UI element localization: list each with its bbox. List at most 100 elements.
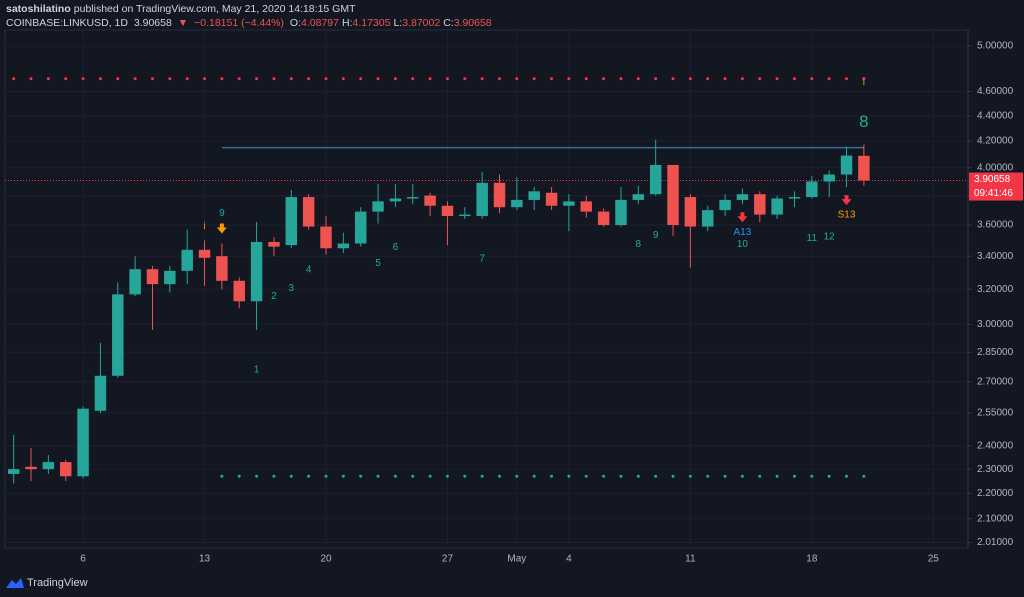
candle-body: [649, 164, 662, 195]
x-tick-label: 18: [806, 554, 818, 565]
y-tick-label: 2.20000: [977, 488, 1014, 499]
candle-body: [77, 408, 89, 477]
candle-body: [42, 462, 55, 470]
price-badge: [969, 172, 1023, 201]
ohlc-value: 4.17305: [352, 17, 391, 29]
signal-label: 7: [479, 254, 485, 265]
signal-arrow: [841, 195, 852, 206]
candle-body: [302, 197, 315, 227]
candle-body: [545, 192, 558, 206]
y-tick-label: 3.00000: [977, 319, 1014, 330]
last-price: 3.90658: [133, 17, 172, 29]
ohlc-value: 3.90658: [453, 17, 492, 29]
candle-body: [840, 155, 853, 175]
signal-label: i: [863, 77, 865, 88]
candle-body: [511, 199, 523, 208]
candle-body: [719, 199, 731, 211]
x-tick-label: May: [507, 554, 526, 565]
signal-label: S13: [838, 210, 856, 221]
candle-body: [459, 214, 471, 217]
price-badge-label: 3.90658: [974, 174, 1011, 185]
candle-body: [337, 243, 350, 249]
ohlc-label: C:: [443, 17, 454, 29]
candle-body: [615, 199, 627, 226]
symbol[interactable]: COINBASE:LINKUSD, 1D: [6, 17, 128, 29]
candle-body: [754, 194, 766, 215]
candle-body: [806, 181, 818, 198]
candle-body: [146, 269, 159, 285]
candle-body: [684, 197, 697, 227]
x-tick-label: 25: [928, 554, 940, 565]
y-tick-label: 2.55000: [977, 408, 1014, 419]
candle-body: [476, 182, 488, 217]
footer-logo[interactable]: TradingView: [6, 577, 88, 589]
x-tick-label: 27: [442, 554, 454, 565]
countdown: 09:41:46: [974, 188, 1013, 199]
ohlc-value: 4.08797: [301, 17, 339, 29]
candle-body: [407, 197, 419, 199]
candle-body: [112, 294, 124, 376]
signal-label: 6: [393, 242, 399, 253]
candle-body: [372, 201, 384, 212]
signal-label: 5: [375, 258, 381, 269]
candle-body: [597, 211, 610, 226]
signal-arrow: [737, 212, 748, 223]
signal-label: 9: [653, 230, 659, 241]
signal-label: 2: [271, 291, 277, 302]
candle-body: [441, 205, 454, 217]
candle-body: [268, 241, 280, 247]
x-tick-label: 11: [685, 554, 696, 565]
candle-body: [320, 226, 332, 249]
signal-label: 8: [859, 112, 868, 131]
y-tick-label: 2.70000: [977, 376, 1014, 387]
header-line-2: COINBASE:LINKUSD, 1D 3.90658 ▼ −0.18151 …: [6, 17, 495, 29]
candle-body: [563, 201, 575, 206]
y-tick-label: 2.01000: [977, 537, 1014, 548]
x-tick-label: 4: [566, 554, 572, 565]
y-tick-label: 4.00000: [977, 162, 1014, 173]
y-tick-label: 3.40000: [977, 251, 1014, 262]
ohlc-label: H:: [341, 17, 353, 29]
candle-body: [493, 182, 506, 208]
y-tick-label: 3.20000: [977, 284, 1014, 295]
y-tick-label: 2.40000: [977, 441, 1014, 452]
candle-body: [667, 164, 679, 226]
author[interactable]: satoshilatino: [6, 3, 71, 15]
x-tick-label: 6: [80, 554, 86, 565]
candle-body: [181, 249, 193, 271]
candle-body: [354, 211, 367, 244]
candle-body: [736, 194, 749, 200]
ohlc-value: 3.87002: [402, 17, 441, 29]
candle-body: [528, 191, 540, 200]
y-tick-label: 4.40000: [977, 110, 1014, 121]
x-tick-label: 20: [320, 554, 332, 565]
candle-body: [129, 269, 141, 295]
y-tick-label: 2.30000: [977, 464, 1014, 475]
direction: ▼: [177, 17, 189, 29]
header-line-1: satoshilatino published on TradingView.co…: [6, 3, 359, 15]
candle-body: [580, 201, 592, 212]
logo-icon: [6, 578, 24, 588]
ohlc-label: L:: [393, 17, 403, 29]
signal-label: A13: [734, 227, 752, 238]
brand: TradingView: [27, 577, 88, 589]
signal-label: 1: [254, 365, 260, 376]
candle-body: [233, 280, 245, 302]
y-tick-label: 4.20000: [977, 136, 1014, 147]
candle-body: [285, 197, 298, 246]
candle-body: [823, 174, 835, 182]
candle-body: [164, 270, 176, 285]
y-tick-label: 5.00000: [977, 41, 1014, 52]
signal-label: 12: [824, 232, 836, 243]
candle-body: [424, 195, 436, 206]
candle-body: [632, 194, 645, 200]
candle-body: [788, 197, 801, 199]
signal-label: 9: [219, 208, 225, 219]
candle-body: [25, 466, 37, 470]
candle-body: [198, 249, 211, 258]
published: published on TradingView.com, May 21, 20…: [73, 3, 356, 15]
y-tick-label: 2.10000: [977, 513, 1014, 524]
signal-label: i: [203, 221, 205, 232]
